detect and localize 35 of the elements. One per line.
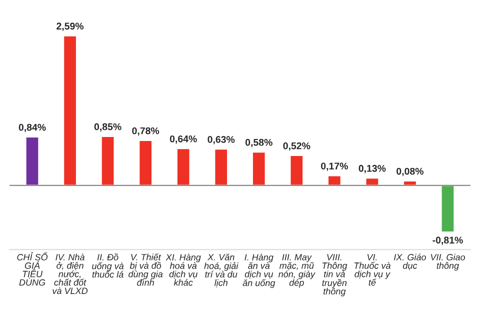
x-tick-label: VIII. Thông tin và truyền thông xyxy=(322,254,348,296)
x-tick-label: VII. Giao thông xyxy=(430,254,466,271)
bar xyxy=(176,148,191,186)
data-label: 2,59% xyxy=(56,22,84,31)
data-label: 0,58% xyxy=(245,138,272,148)
x-tick-label: V. Thiết bị và đồ dùng gia đình xyxy=(128,253,163,286)
bar xyxy=(24,136,40,186)
bar xyxy=(214,148,228,186)
x-tick-label: CHỈ SỐ GIÁ TIÊU DÙNG xyxy=(17,252,48,286)
bar xyxy=(62,34,78,186)
data-label: 0,52% xyxy=(283,142,310,151)
data-label: 0,84% xyxy=(18,124,46,132)
bar xyxy=(440,184,456,233)
data-label: 0,13% xyxy=(358,164,386,174)
x-tick-label: III. May mặc, mũ nón, giày dép xyxy=(278,254,316,288)
x-tick-label: XI. Hàng hoá và dịch vụ khác xyxy=(166,254,201,286)
x-tick-label: II. Đồ uống và thuốc lá xyxy=(92,253,124,278)
x-tick-label: VI. Thuốc và dịch vụ y tế xyxy=(354,254,390,286)
x-tick-label: I. Hàng ăn và dịch vụ ăn uống xyxy=(242,254,276,288)
bar xyxy=(100,136,116,186)
bar xyxy=(252,151,266,186)
bar xyxy=(327,174,342,186)
x-tick-label: IV. Nhà ở, điện nước, chất đốt và VLXD xyxy=(52,254,88,294)
data-label: 0,78% xyxy=(132,127,160,136)
data-label: -0,81% xyxy=(432,236,463,245)
data-label: 0,85% xyxy=(94,123,122,132)
data-label: 0,08% xyxy=(396,168,424,176)
bar xyxy=(364,177,380,186)
data-label: 0,63% xyxy=(208,136,235,144)
x-tick-label: IX. Giáo dục xyxy=(394,254,426,270)
bar xyxy=(289,154,304,186)
bar xyxy=(138,140,153,186)
x-tick-label: X. Văn hoá, giải trí và du lịch xyxy=(204,254,238,288)
data-label: 0,17% xyxy=(321,162,348,171)
data-label: 0,64% xyxy=(170,135,197,144)
